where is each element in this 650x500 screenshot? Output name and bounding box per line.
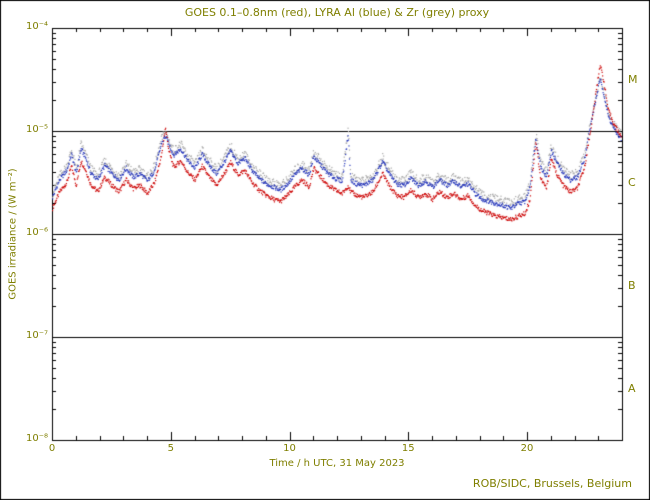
y-tick-label: 10⁻⁴ bbox=[25, 21, 48, 32]
flare-class-label: M bbox=[628, 72, 638, 86]
y-tick-label: 10⁻⁶ bbox=[25, 227, 48, 238]
x-tick-label: 0 bbox=[48, 443, 56, 454]
x-tick-label: 10 bbox=[283, 443, 296, 454]
x-tick-label: 20 bbox=[520, 443, 534, 454]
flare-class-label: A bbox=[628, 381, 636, 395]
x-tick-label: 15 bbox=[401, 443, 415, 454]
x-tick-label: 5 bbox=[167, 443, 174, 454]
credit-text: ROB/SIDC, Brussels, Belgium bbox=[472, 477, 632, 490]
y-tick-label: 10⁻⁵ bbox=[25, 124, 48, 135]
x-axis-label: Time / h UTC, 31 May 2023 bbox=[269, 458, 405, 469]
flare-class-label: C bbox=[628, 175, 636, 189]
flare-class-label: B bbox=[628, 278, 636, 292]
y-tick-label: 10⁻⁸ bbox=[25, 433, 48, 444]
y-tick-label: 10⁻⁷ bbox=[25, 330, 48, 341]
chart-title: GOES 0.1–0.8nm (red), LYRA Al (blue) & Z… bbox=[184, 6, 490, 19]
